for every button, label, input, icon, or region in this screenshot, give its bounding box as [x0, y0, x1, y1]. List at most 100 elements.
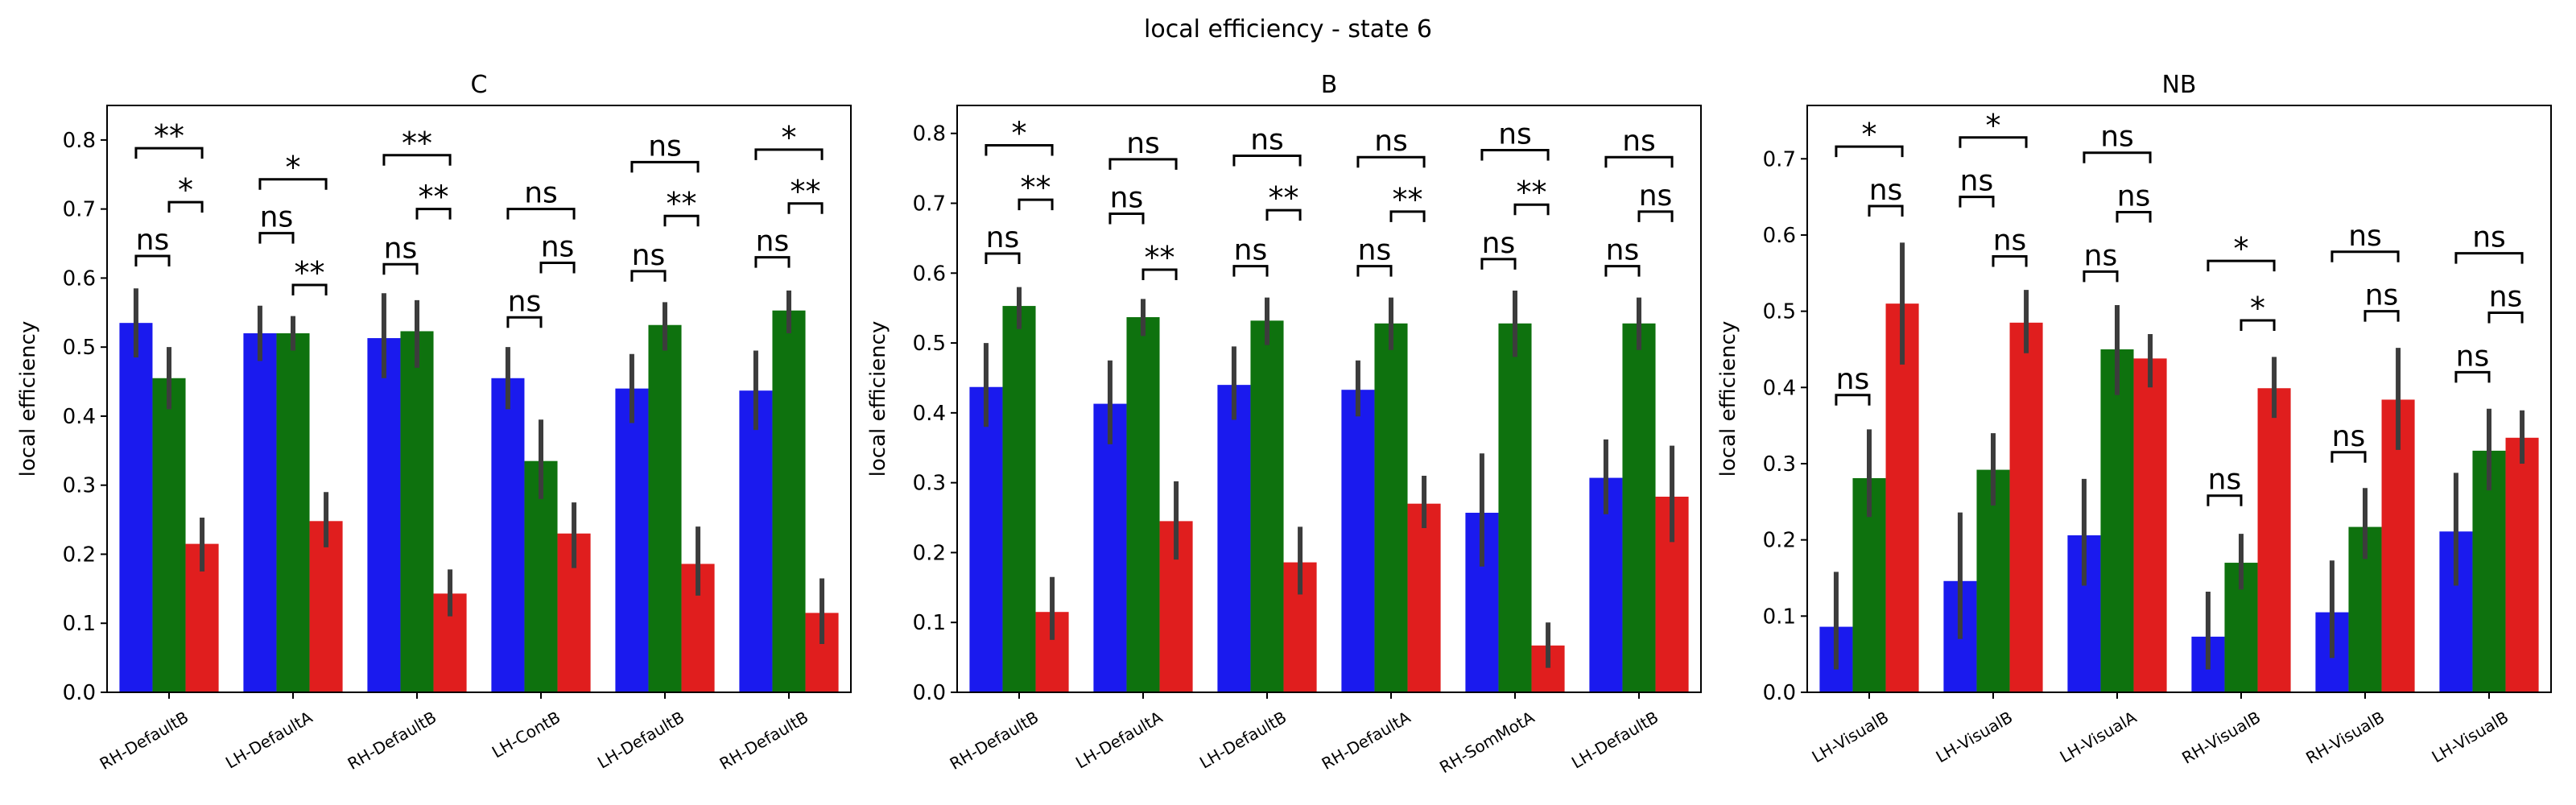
bar	[1976, 469, 2010, 692]
significance-bracket	[1959, 136, 2028, 148]
significance-bracket	[1992, 254, 2028, 267]
y-tick-label: 0.5	[1763, 300, 1796, 324]
significance-bracket	[1604, 265, 1641, 277]
y-tick-label: 0.6	[913, 262, 946, 286]
significance-label: ns	[756, 225, 790, 258]
significance-bracket	[1108, 213, 1145, 225]
bar	[1341, 390, 1375, 692]
significance-label: ns	[1606, 234, 1640, 267]
significance-label: ns	[541, 231, 575, 264]
x-tick-label: RH-DefaultA	[1319, 708, 1414, 774]
significance-label: ns	[1498, 118, 1532, 151]
y-tick-label: 0.7	[63, 198, 96, 222]
significance-label: ns	[1960, 165, 1994, 198]
significance-bracket	[134, 254, 171, 266]
bar	[615, 388, 649, 692]
significance-bracket	[1265, 208, 1302, 221]
significance-label: **	[154, 118, 184, 154]
significance-bracket	[985, 143, 1054, 156]
axes-frame	[106, 105, 852, 693]
significance-bracket	[2116, 211, 2152, 223]
significance-bracket	[291, 283, 328, 295]
significance-bracket	[506, 208, 576, 220]
significance-bracket	[754, 148, 824, 160]
significance-label: ns	[1639, 180, 1673, 213]
significance-label: *	[1862, 117, 1877, 152]
significance-bracket	[1108, 158, 1178, 170]
significance-bracket	[1513, 203, 1550, 216]
significance-label: **	[402, 126, 432, 161]
significance-label: ns	[2332, 420, 2366, 453]
significance-bracket	[382, 262, 419, 275]
x-tick-label: RH-VisualB	[2178, 708, 2264, 768]
x-tick-label: LH-ContB	[489, 708, 564, 762]
bar	[1498, 323, 1532, 692]
x-tick-label: RH-DefaultB	[947, 708, 1042, 774]
x-tick-label: LH-DefaultA	[222, 708, 316, 773]
significance-bracket	[663, 214, 700, 227]
significance-bracket	[2454, 252, 2524, 264]
panel-title: NB	[2161, 71, 2196, 99]
significance-label: ns	[1234, 234, 1268, 267]
significance-label: ns	[986, 221, 1020, 254]
y-axis-label: local efficiency	[16, 321, 40, 477]
significance-label: ns	[1110, 182, 1144, 215]
significance-bracket	[2207, 259, 2276, 272]
significance-label: **	[419, 180, 449, 215]
significance-label: *	[1986, 108, 2001, 143]
significance-bracket	[2454, 370, 2491, 383]
significance-bracket	[258, 232, 295, 244]
bar	[772, 310, 806, 692]
bar	[1217, 385, 1251, 692]
significance-label: ns	[136, 224, 170, 257]
significance-label: ns	[1869, 174, 1903, 207]
bar	[400, 331, 434, 692]
significance-label: *	[1012, 115, 1027, 151]
y-axis-label: local efficiency	[1716, 321, 1740, 477]
significance-label: ns	[260, 201, 294, 234]
bar	[309, 521, 343, 692]
significance-bracket	[1480, 149, 1550, 161]
significance-label: ns	[1374, 125, 1408, 158]
significance-bracket	[1480, 258, 1517, 270]
significance-label: ns	[2365, 279, 2399, 312]
significance-bracket	[415, 208, 452, 220]
significance-label: ns	[1250, 123, 1284, 156]
y-tick-label: 0.2	[913, 541, 946, 565]
figure-title: local efficiency - state 6	[1144, 15, 1432, 43]
significance-label: ns	[648, 130, 682, 163]
significance-label: ns	[1126, 127, 1160, 160]
y-tick-label: 0.4	[913, 402, 946, 426]
significance-label: *	[782, 120, 797, 155]
bar	[2100, 349, 2134, 692]
bar	[1126, 316, 1160, 692]
y-tick-label: 0.0	[63, 681, 96, 705]
y-tick-label: 0.5	[63, 336, 96, 360]
significance-label: ns	[1482, 227, 1516, 260]
significance-label: ns	[1836, 363, 1870, 396]
significance-label: ns	[2472, 221, 2506, 254]
bar	[2472, 450, 2506, 692]
significance-label: ns	[2208, 464, 2242, 497]
significance-bracket	[787, 202, 824, 214]
significance-label: ns	[1358, 234, 1392, 267]
y-tick-label: 0.3	[913, 472, 946, 496]
x-tick-label: LH-VisualB	[1933, 708, 2017, 767]
significance-bracket	[1018, 198, 1054, 211]
bar	[2257, 388, 2291, 692]
significance-label: ns	[2348, 220, 2382, 253]
significance-bracket	[754, 256, 791, 268]
significance-bracket	[1959, 196, 1995, 208]
significance-bracket	[2207, 494, 2243, 506]
significance-bracket	[985, 252, 1021, 264]
bar	[2505, 437, 2539, 692]
bar	[491, 378, 525, 692]
significance-label: ns	[2117, 180, 2151, 213]
bar	[1250, 320, 1284, 692]
significance-label: ns	[2489, 281, 2523, 314]
significance-label: ns	[2100, 121, 2134, 154]
significance-bracket	[1141, 268, 1178, 280]
y-tick-label: 0.0	[1763, 681, 1796, 705]
y-tick-label: 0.1	[1763, 605, 1796, 629]
